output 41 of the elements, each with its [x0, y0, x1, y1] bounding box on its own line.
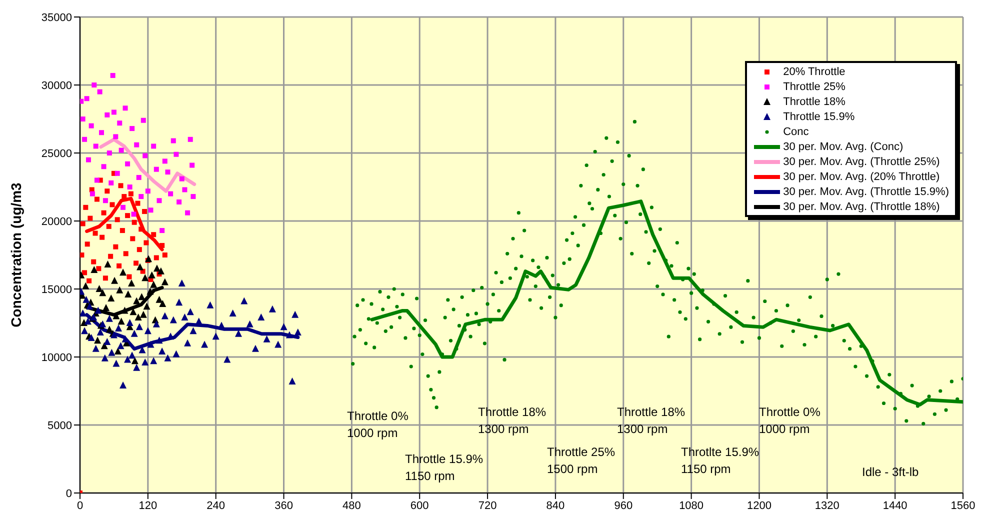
y-axis-title: Concentration (ug/m3 [8, 182, 24, 328]
legend-label: 30 per. Mov. Avg. (20% Throttle) [783, 170, 940, 182]
x-tick-label: 360 [274, 500, 293, 512]
y-tick-label: 25000 [41, 148, 72, 160]
y-tick-label: 20000 [41, 216, 72, 228]
y-tick-label: 30000 [41, 80, 72, 92]
annotation: Idle - 3ft-lb [862, 465, 920, 479]
annotation: Throtlte 15.9% 1150 rpm [681, 445, 760, 476]
legend-label: 30 per. Mov. Avg. (Throttle 15.9%) [783, 186, 949, 198]
x-tick-label: 480 [342, 500, 361, 512]
x-tick-label: 1320 [814, 500, 840, 512]
legend-label: Throttle 15.9% [783, 110, 855, 122]
x-tick-label: 240 [206, 500, 226, 512]
x-tick-label: 720 [478, 500, 497, 512]
x-tick-label: 1560 [950, 500, 976, 512]
annotation: Throttle 0% 1000 rpm [759, 405, 821, 436]
x-tick-label: 1080 [679, 500, 704, 512]
x-tick-label: 1440 [882, 500, 908, 512]
x-tick-label: 120 [138, 500, 158, 512]
x-tick-label: 0 [76, 500, 84, 512]
annotation: Throttle 0% 1000 rpm [347, 409, 409, 440]
legend-label: Conc [783, 126, 809, 138]
annotation: Throttle 15.9% 1150 rpm [405, 452, 484, 483]
legend-label: 30 per. Mov. Avg. (Conc) [783, 140, 904, 152]
y-tick-label: 35000 [41, 12, 72, 24]
annotation: Throttle 18% 1300 rpm [478, 405, 546, 436]
y-tick-label: 10000 [41, 352, 72, 364]
y-tick-label: 5000 [48, 420, 72, 432]
legend-label: 30 per. Mov. Avg. (Throttle 18%) [783, 200, 940, 212]
legend-label: 20% Throttle [783, 66, 846, 78]
legend-label: Throttle 25% [783, 80, 846, 92]
y-tick-label: 0 [66, 488, 72, 500]
x-tick-label: 600 [410, 500, 429, 512]
legend-label: Throttle 18% [783, 96, 846, 108]
x-tick-label: 960 [614, 500, 633, 512]
y-tick-label: 15000 [41, 284, 72, 296]
legend-label: 30 per. Mov. Avg. (Throttle 25%) [783, 156, 940, 168]
x-tick-label: 1200 [746, 500, 772, 512]
annotation: Throttle 18% 1300 rpm [617, 405, 686, 436]
annotation: Throttle 25% 1500 rpm [547, 445, 616, 476]
x-tick-label: 840 [546, 500, 565, 512]
